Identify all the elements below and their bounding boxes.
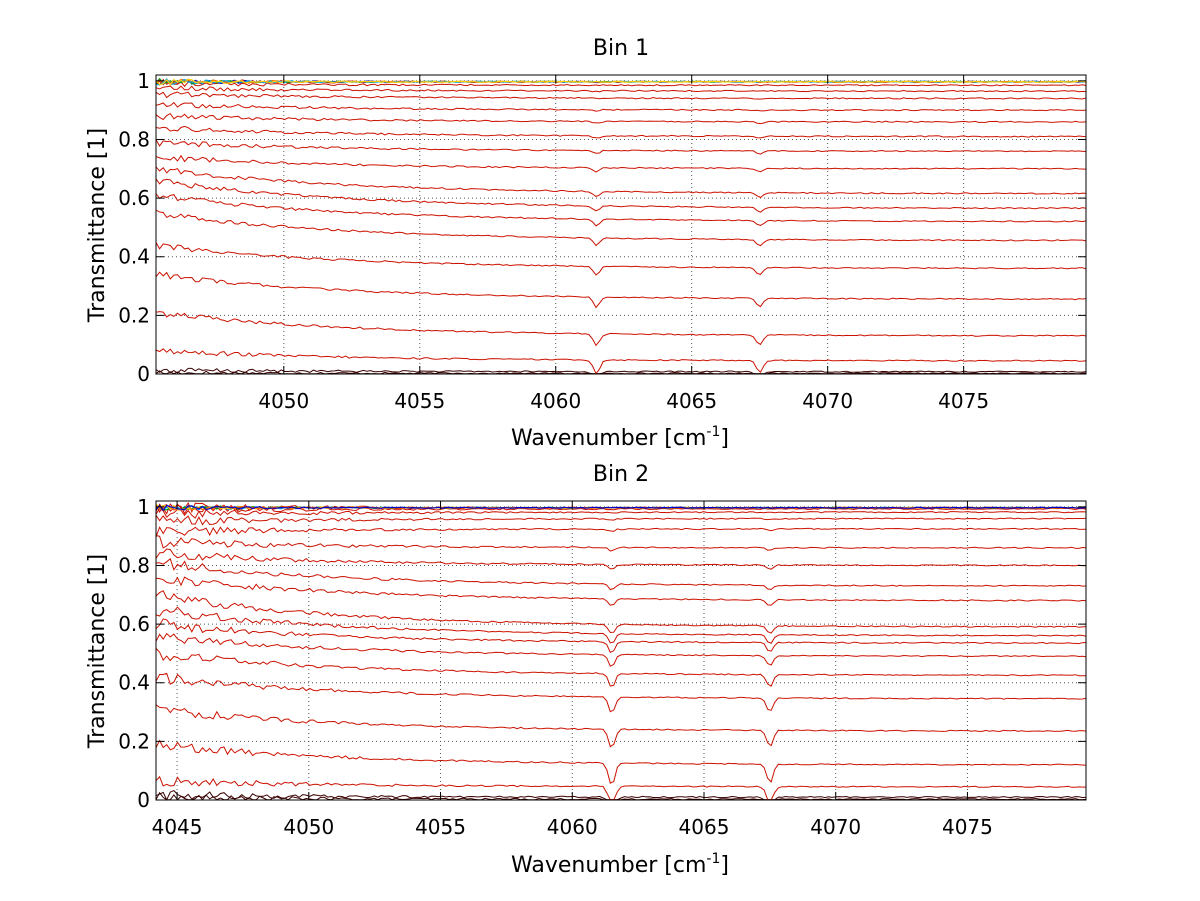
x-axis-label-main: Wavenumber [cm (511, 853, 706, 878)
chart-title: Bin 2 (593, 462, 649, 487)
top-series-line (155, 504, 1087, 512)
series-line-s17 (155, 85, 1087, 93)
series-group (155, 501, 1087, 801)
y-tick-label: 0.2 (118, 729, 150, 753)
x-axis-label: Wavenumber [cm-1] (511, 851, 729, 878)
x-axis-label-tail: ] (720, 426, 729, 451)
series-line-s11 (155, 590, 1087, 634)
series-line-s18 (155, 80, 1087, 88)
series-line-s6 (155, 672, 1087, 713)
x-tick-label: 4055 (415, 815, 466, 839)
series-line-s14 (155, 112, 1087, 125)
x-tick-label: 4060 (547, 815, 598, 839)
series-line-s15 (155, 101, 1087, 112)
x-tick-label: 4055 (394, 389, 445, 413)
series-line-s8 (155, 632, 1087, 667)
series-line-s16 (155, 526, 1087, 538)
y-axis-label: Transmittance [1] (85, 554, 110, 749)
x-tick-label: 4075 (938, 389, 989, 413)
x-tick-label: 4050 (258, 389, 309, 413)
series-line-s10 (155, 606, 1087, 644)
series-line-s2 (155, 367, 1087, 375)
series-line-s13 (155, 557, 1087, 591)
series-line-s17 (155, 515, 1087, 526)
y-tick-label: 0.4 (118, 245, 150, 269)
series-line-s3 (155, 348, 1087, 375)
y-tick-label: 0.8 (118, 553, 150, 577)
series-line-s18 (155, 507, 1087, 519)
series-line-s2 (155, 790, 1087, 801)
y-tick-label: 0.2 (118, 303, 150, 327)
series-line-s9 (155, 178, 1087, 213)
x-axis-label-superscript: -1 (706, 851, 720, 867)
series-line-s6 (155, 242, 1087, 276)
series-line-s4 (155, 739, 1087, 784)
axes-box (155, 74, 1087, 375)
top-series-line (155, 78, 1087, 86)
x-axis-label-superscript: -1 (706, 424, 720, 440)
series-line-s7 (155, 209, 1087, 247)
x-axis-label: Wavenumber [cm-1] (511, 424, 729, 451)
series-line-s13 (155, 125, 1087, 139)
series-line-s15 (155, 535, 1087, 552)
y-tick-label: 1 (137, 495, 150, 519)
series-line-s5 (155, 271, 1087, 309)
series-line-s12 (155, 576, 1087, 606)
series-group (155, 77, 1087, 375)
x-tick-label: 4065 (666, 389, 717, 413)
series-line-s7 (155, 648, 1086, 687)
x-axis-label-tail: ] (720, 853, 729, 878)
y-tick-label: 0.6 (118, 186, 150, 210)
ticks: 4045 4050 4055 4060 4065 4070 4075 0 0.2 0.4 0.6 0.… (118, 495, 1086, 839)
series-line-s9 (155, 618, 1087, 653)
x-tick-label: 4050 (283, 815, 334, 839)
x-tick-label: 4070 (802, 389, 853, 413)
series-line-s3 (155, 775, 1087, 801)
y-tick-label: 0 (137, 362, 150, 386)
series-line-s5 (155, 704, 1087, 748)
x-tick-label: 4045 (152, 815, 203, 839)
y-tick-label: 0 (137, 788, 150, 812)
chart-bin-2: Bin 2 4045 4050 4055 4060 4065 4070 4075 0 0.2 0.… (85, 462, 1087, 878)
series-line-s8 (155, 193, 1087, 227)
x-tick-label: 4070 (810, 815, 861, 839)
y-tick-label: 1 (137, 69, 150, 93)
series-line-s4 (155, 311, 1087, 347)
axes-box (155, 500, 1087, 801)
y-tick-label: 0.8 (118, 127, 150, 151)
chart-bin-1: Bin 1 4050 4055 4060 4065 4070 4075 0 0.2 0.4 0.6… (85, 36, 1087, 451)
chart-title: Bin 1 (593, 36, 649, 61)
series-line-s12 (155, 139, 1086, 155)
series-line-s14 (155, 548, 1087, 570)
x-tick-label: 4075 (942, 815, 993, 839)
y-tick-label: 0.4 (118, 671, 150, 695)
y-axis-label: Transmittance [1] (85, 128, 110, 323)
x-axis-label-main: Wavenumber [cm (511, 426, 706, 451)
series-line-s16 (155, 91, 1087, 100)
ticks: 4050 4055 4060 4065 4070 4075 0 0.2 0.4 0.6 0.8 1 (118, 69, 1086, 413)
series-line-s11 (155, 154, 1087, 173)
y-tick-label: 0.6 (118, 612, 150, 636)
x-tick-label: 4065 (679, 815, 730, 839)
series-line-s10 (155, 166, 1087, 199)
x-tick-label: 4060 (530, 389, 581, 413)
